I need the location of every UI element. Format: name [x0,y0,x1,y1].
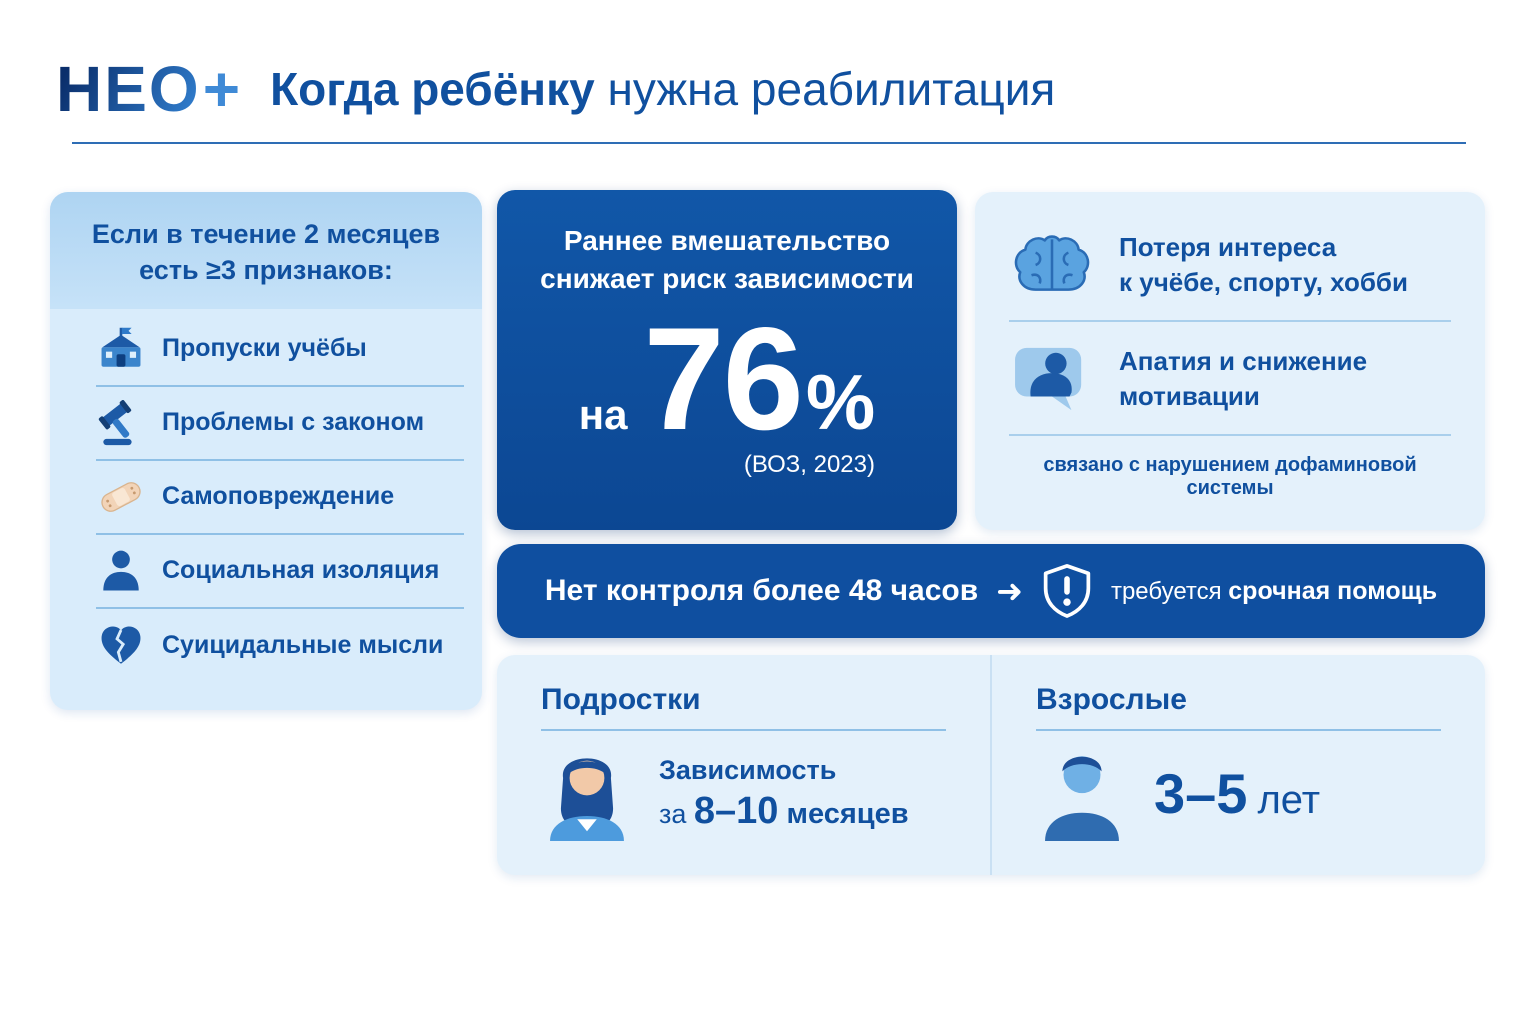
symptom-text: Потеря интереса к учёбе, спорту, хобби [1119,230,1408,300]
teens-text: Зависимость за 8–10 месяцев [659,755,909,833]
header: НЕО + Когда ребёнку нужна реабилитация [56,48,1055,130]
teens-line2: за 8–10 месяцев [659,790,909,833]
symptom-line1: Потеря интереса [1119,232,1337,262]
symptoms-card: Потеря интереса к учёбе, спорту, хобби А… [975,192,1485,530]
plus-icon: + [202,53,243,125]
adults-body: 3–5 лет [1036,741,1441,846]
dopamine-note: связано с нарушением дофаминовой системы [1043,454,1417,500]
criteria-heading-line2: есть ≥3 признаков: [139,255,393,286]
stat-title: Раннее вмешательство снижает риск зависи… [521,222,933,298]
stat-value: 76 [643,296,803,460]
alert-condition: Нет контроля более 48 часов [544,574,979,607]
teens-prefix: за [659,798,694,829]
page-title-bold: Когда ребёнку [270,63,595,115]
teens-column: Подростки Зависимость за 8–10 месяцев [497,655,992,875]
symptom-text: Апатия и снижение мотивации [1119,344,1367,414]
teens-body: Зависимость за 8–10 месяцев [541,741,946,846]
header-divider [72,142,1466,144]
teens-duration-value: 8–10 [693,789,779,832]
criteria-item-label: Проблемы с законом [162,408,425,437]
adults-duration-unit: лет [1257,778,1321,822]
teens-line1: Зависимость [659,754,837,785]
stat-value-row: на 76 % [521,296,933,460]
adults-column: Взрослые 3–5 лет [992,655,1485,875]
teens-duration-unit: месяцев [778,797,909,830]
recovery-timeline-card: Подростки Зависимость за 8–10 месяцев [497,655,1485,875]
teen-girl-icon [541,741,633,846]
symptom-line2: к учёбе, спорту, хобби [1119,267,1408,298]
alert-action-regular: требуется [1110,577,1229,605]
percent-sign: % [805,357,876,446]
apathy-icon [1009,344,1095,414]
stat-title-line2: снижает риск зависимости [540,262,914,294]
stat-title-line1: Раннее вмешательство [563,225,891,256]
stat-source: (ВОЗ, 2023) [743,450,875,478]
bandage-icon [96,474,146,520]
criteria-item-school-absence: Пропуски учёбы [96,313,464,387]
criteria-heading-line1: Если в течение 2 месяцев [91,219,441,249]
criteria-item-law-problems: Проблемы с законом [96,387,464,461]
adults-title: Взрослые [1036,683,1441,731]
gavel-icon [96,399,146,446]
neo-plus-logo: НЕО + [56,57,242,121]
criteria-panel-heading: Если в течение 2 месяцев есть ≥3 признак… [50,192,482,309]
stat-prefix: на [578,390,628,438]
adults-duration-value: 3–5 [1154,762,1248,825]
early-intervention-stat-card: Раннее вмешательство снижает риск зависи… [497,190,957,530]
criteria-item-label: Суицидальные мысли [162,631,444,660]
criteria-item-label: Пропуски учёбы [162,334,367,363]
person-icon [96,548,146,594]
brain-icon [1009,232,1095,298]
teens-title: Подростки [541,683,946,731]
adult-man-icon [1036,741,1128,846]
shield-exclamation-icon [1041,563,1093,619]
arrow-right-icon: ➜ [996,573,1023,609]
symptom-row-interest-loss: Потеря интереса к учёбе, спорту, хобби [1009,216,1451,323]
page-title: Когда ребёнку нужна реабилитация [270,66,1055,112]
criteria-list: Пропуски учёбы Проблемы с законом [50,309,482,683]
symptom-line2: мотивации [1119,381,1260,412]
symptom-line1: Апатия и снижение [1119,346,1368,377]
criteria-panel: Если в течение 2 месяцев есть ≥3 признак… [50,192,482,710]
symptom-row-apathy: Апатия и снижение мотивации [1009,322,1451,437]
criteria-item-label: Самоповреждение [162,482,395,511]
alert-action: требуется срочная помощь [1111,577,1437,606]
adults-text: 3–5 лет [1154,761,1320,826]
urgent-help-banner: Нет контроля более 48 часов ➜ требуется … [497,544,1485,638]
school-icon [96,326,146,372]
criteria-item-label: Социальная изоляция [162,556,440,585]
logo-text: НЕО [56,53,201,125]
broken-heart-icon [96,623,146,669]
alert-action-bold: срочная помощь [1228,576,1438,605]
criteria-item-suicidal-thoughts: Суицидальные мысли [96,609,464,683]
criteria-item-social-isolation: Социальная изоляция [96,535,464,609]
criteria-item-self-harm: Самоповреждение [96,461,464,535]
page-title-regular: нужна реабилитация [594,63,1056,115]
